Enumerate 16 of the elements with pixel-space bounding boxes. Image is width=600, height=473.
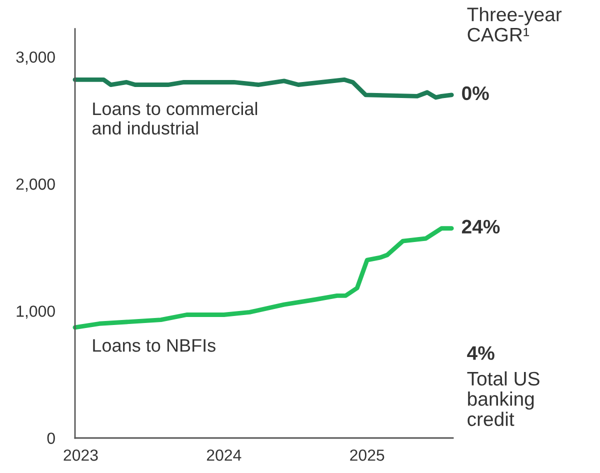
- series-label: Loans to commercial and industrial: [92, 102, 258, 135]
- text: Total US banking credit: [467, 371, 540, 426]
- x-tick-label: 2024: [206, 450, 242, 461]
- x-tick-label: 2023: [64, 450, 98, 461]
- text: Three-year CAGR¹: [467, 7, 562, 42]
- y-tick-label: 3,000: [16, 51, 55, 65]
- x-tick-label: 2025: [350, 450, 384, 461]
- line-series: [72, 77, 454, 100]
- annotation: 24%: [462, 220, 500, 234]
- line-series: [72, 226, 454, 330]
- series-label: Loans to NBFIs: [93, 339, 216, 352]
- y-tick-label: 1,000: [16, 306, 55, 319]
- y-tick-label: 0: [47, 432, 55, 444]
- text: 4%: [467, 346, 494, 360]
- y-tick-label: 2,000: [16, 178, 55, 192]
- annotation: 0%: [462, 86, 489, 100]
